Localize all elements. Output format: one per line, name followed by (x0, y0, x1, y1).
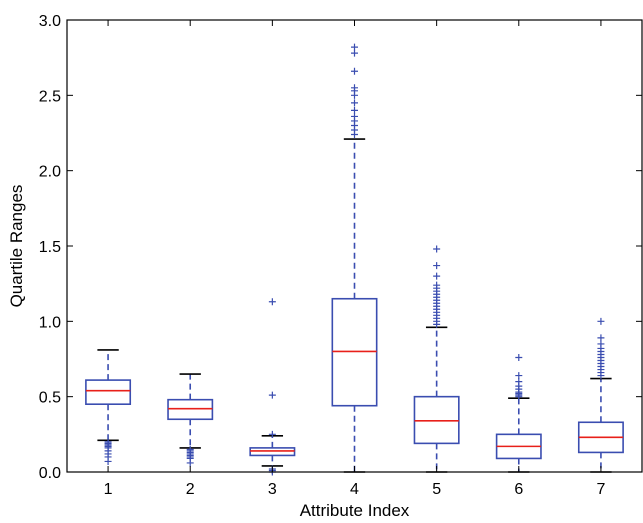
y-tick-label: 1.5 (39, 239, 61, 256)
outlier-point (597, 340, 605, 348)
y-tick-label: 2.5 (39, 88, 61, 105)
x-tick-label: 7 (596, 481, 605, 498)
outlier-point (351, 84, 358, 92)
outlier-point (515, 353, 523, 361)
outlier-point (186, 445, 194, 453)
outlier-point (351, 106, 358, 114)
outlier-point (597, 317, 605, 325)
y-tick-label: 2.0 (39, 164, 61, 181)
outlier-point (433, 272, 441, 280)
x-tick-label: 2 (186, 481, 195, 498)
outlier-point (351, 49, 358, 57)
outlier-point (597, 334, 605, 342)
outlier-point (351, 99, 358, 107)
box-series (85, 43, 624, 476)
box-iqr (85, 379, 132, 405)
box-group-6 (495, 353, 542, 473)
y-tick-label: 0.5 (39, 390, 61, 407)
x-tick-label: 5 (432, 481, 441, 498)
box-group-1 (85, 349, 132, 465)
box-group-2 (167, 373, 214, 467)
box-group-7 (577, 317, 624, 473)
outlier-point (351, 67, 358, 75)
outlier-point (268, 430, 276, 438)
x-tick-label: 6 (514, 481, 523, 498)
outlier-point (351, 112, 358, 120)
x-tick-label: 4 (350, 481, 359, 498)
outlier-point (104, 438, 112, 446)
outlier-point (515, 378, 523, 386)
box-group-3 (249, 298, 296, 476)
outlier-point (268, 298, 276, 306)
outlier-point (351, 43, 358, 51)
outlier-point (433, 245, 441, 253)
outlier-point (433, 281, 441, 289)
box-group-4 (331, 43, 378, 473)
y-tick-label: 0.0 (39, 465, 61, 482)
y-tick-label: 1.0 (39, 314, 61, 331)
x-axis-title: Attribute Index (300, 501, 410, 520)
axis-ticks: 0.0 0.5 1.0 1.5 2.0 2.5 3.0 1 2 3 4 5 6 7 (39, 13, 642, 498)
y-tick-label: 3.0 (39, 13, 61, 30)
x-tick-label: 1 (104, 481, 113, 498)
outlier-point (268, 391, 276, 399)
y-axis-title: Quartile Ranges (7, 185, 26, 308)
outlier-point (515, 372, 523, 380)
outlier-point (433, 262, 441, 270)
x-tick-label: 3 (268, 481, 277, 498)
box-group-5 (413, 245, 460, 473)
